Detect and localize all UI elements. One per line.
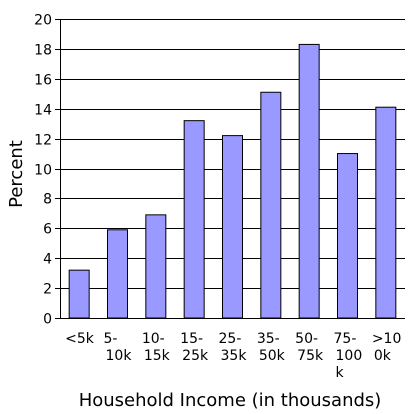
axes (60, 19, 405, 319)
y-tick-label: 6 (43, 222, 52, 238)
x-tick-label: 25-35k (219, 331, 248, 364)
x-tick-label: <5k (65, 331, 95, 347)
y-tick-label: 16 (34, 73, 52, 89)
y-tick-label: 12 (34, 133, 52, 149)
x-tick-label: 50-75k (295, 331, 324, 364)
x-tick-label: 5-10k (104, 331, 133, 364)
y-tick-labels: 0 2 4 6 8 10 12 14 16 18 20 (34, 13, 52, 328)
bars (68, 43, 397, 319)
y-tick-label: 20 (34, 13, 52, 29)
y-tick-label: 2 (43, 282, 52, 298)
bar (222, 135, 243, 319)
bar (145, 214, 167, 319)
bar (260, 91, 282, 319)
bar (107, 229, 128, 319)
bar (68, 269, 90, 319)
y-tick-label: 18 (34, 43, 52, 59)
bar (375, 106, 397, 319)
y-tick-label: 14 (34, 103, 52, 119)
y-tick-label: 8 (43, 192, 52, 208)
bar (183, 120, 205, 319)
y-tick-label: 0 (43, 312, 52, 328)
x-tick-label: 15-25k (180, 331, 209, 364)
bar (298, 43, 320, 319)
x-tick-label: >10 0k (372, 331, 402, 364)
y-axis-title: Percent (6, 140, 27, 208)
x-tick-label: 10-15k (142, 331, 171, 364)
x-tick-labels: <5k 5-10k 10-15k 15-25k 25-35k 35-50k 50-75k 75… (65, 331, 401, 381)
y-tick-label: 10 (34, 163, 52, 179)
x-tick-label: 35-50k (257, 331, 286, 364)
x-tick-label: 75-100 k (334, 331, 363, 381)
y-tick-label: 4 (43, 252, 52, 268)
bar (337, 153, 358, 319)
x-axis-title: Household Income (in thousands) (79, 390, 382, 411)
